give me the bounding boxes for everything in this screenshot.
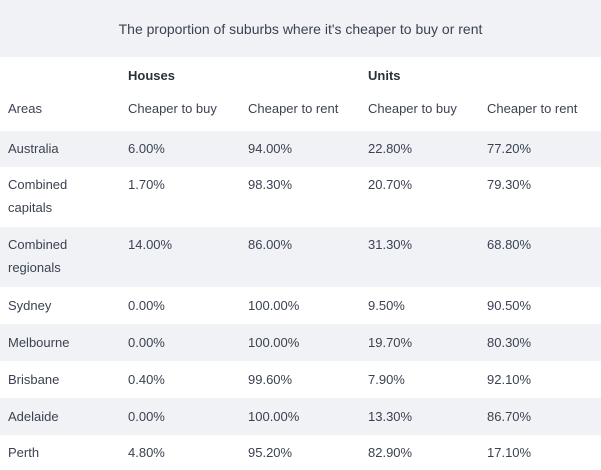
units-buy-cell: 31.30%: [368, 237, 413, 252]
table-row: Australia 6.00% 94.00% 22.80% 77.20%: [0, 131, 601, 167]
houses-buy-cell: 0.00%: [128, 298, 165, 313]
units-rent-cell: 77.20%: [487, 141, 532, 156]
houses-buy-cell: 1.70%: [128, 177, 165, 192]
houses-buy-cell: 14.00%: [128, 237, 173, 252]
houses-buy-cell: 6.00%: [128, 141, 165, 156]
table-title: The proportion of suburbs where it's che…: [0, 0, 601, 57]
houses-rent-cell: 86.00%: [248, 237, 293, 252]
houses-rent-cell: 95.20%: [248, 445, 293, 460]
houses-buy-cell: 0.40%: [128, 372, 165, 387]
table-row: Perth 4.80% 95.20% 82.90% 17.10%: [0, 435, 601, 470]
table-row: Adelaide 0.00% 100.00% 13.30% 86.70%: [0, 398, 601, 435]
units-buy-cell: 82.90%: [368, 445, 413, 460]
column-header-units-buy: Cheaper to buy: [368, 101, 457, 116]
units-rent-cell: 68.80%: [487, 237, 532, 252]
area-cell: Perth: [8, 445, 40, 460]
area-line: Combined: [8, 237, 68, 252]
area-line: regionals: [8, 260, 61, 275]
units-buy-cell: 22.80%: [368, 141, 413, 156]
units-buy-cell: 9.50%: [368, 298, 405, 313]
group-header-houses: Houses: [128, 68, 175, 83]
area-cell: Combined capitals: [0, 167, 120, 219]
area-line: capitals: [8, 200, 53, 215]
area-line: Combined: [8, 177, 68, 192]
units-rent-cell: 80.30%: [487, 335, 532, 350]
units-buy-cell: 13.30%: [368, 409, 413, 424]
units-rent-cell: 86.70%: [487, 409, 532, 424]
column-header-row: Areas Cheaper to buy Cheaper to rent Che…: [0, 94, 601, 131]
column-header-units-rent: Cheaper to rent: [487, 101, 578, 116]
houses-rent-cell: 98.30%: [248, 177, 293, 192]
units-rent-cell: 79.30%: [487, 177, 532, 192]
houses-rent-cell: 94.00%: [248, 141, 293, 156]
units-rent-cell: 90.50%: [487, 298, 532, 313]
houses-buy-cell: 0.00%: [128, 409, 165, 424]
area-cell: Combined regionals: [0, 227, 120, 279]
houses-buy-cell: 0.00%: [128, 335, 165, 350]
area-cell: Australia: [8, 141, 59, 156]
table-row: Brisbane 0.40% 99.60% 7.90% 92.10%: [0, 361, 601, 398]
area-cell: Adelaide: [8, 409, 59, 424]
houses-rent-cell: 100.00%: [248, 409, 300, 424]
area-cell: Sydney: [8, 298, 52, 313]
table-row: Combined capitals 1.70% 98.30% 20.70% 79…: [0, 167, 601, 227]
units-buy-cell: 20.70%: [368, 177, 413, 192]
area-cell: Brisbane: [8, 372, 60, 387]
table-row: Melbourne 0.00% 100.00% 19.70% 80.30%: [0, 324, 601, 361]
column-header-houses-rent: Cheaper to rent: [248, 101, 339, 116]
houses-rent-cell: 99.60%: [248, 372, 293, 387]
units-rent-cell: 92.10%: [487, 372, 532, 387]
units-buy-cell: 7.90%: [368, 372, 405, 387]
houses-buy-cell: 4.80%: [128, 445, 165, 460]
units-buy-cell: 19.70%: [368, 335, 413, 350]
table-row: Sydney 0.00% 100.00% 9.50% 90.50%: [0, 287, 601, 324]
table-title-text: The proportion of suburbs where it's che…: [118, 20, 483, 37]
column-header-houses-buy: Cheaper to buy: [128, 101, 217, 116]
table-row: Combined regionals 14.00% 86.00% 31.30% …: [0, 227, 601, 287]
area-cell: Melbourne: [8, 335, 70, 350]
column-header-areas: Areas: [8, 101, 42, 116]
group-header-row: Houses Units: [0, 57, 601, 94]
houses-rent-cell: 100.00%: [248, 298, 300, 313]
houses-rent-cell: 100.00%: [248, 335, 300, 350]
units-rent-cell: 17.10%: [487, 445, 532, 460]
group-header-units: Units: [368, 68, 401, 83]
